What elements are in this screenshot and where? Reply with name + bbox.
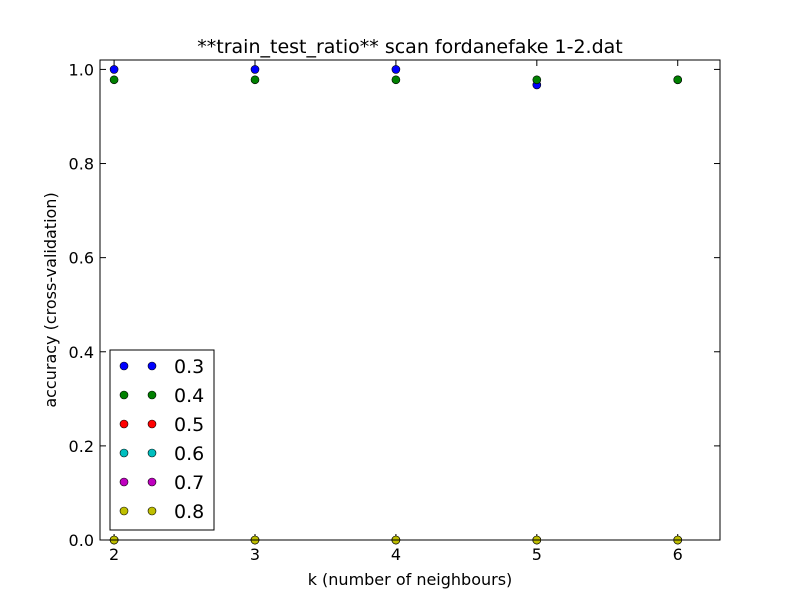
data-point-series-0.4	[250, 75, 260, 85]
legend-marker	[147, 477, 157, 487]
x-tick-label: 2	[109, 545, 119, 564]
data-point-series-0.4	[532, 75, 542, 85]
y-tick-label: 0.0	[69, 531, 94, 550]
legend-marker	[119, 361, 129, 371]
data-point-series-0.3	[250, 65, 260, 74]
legend-marker	[119, 390, 129, 400]
legend-marker	[147, 390, 157, 400]
legend-box	[109, 349, 215, 531]
legend-label: 0.3	[174, 356, 204, 378]
plot-frame	[99, 59, 721, 541]
legend-marker	[147, 361, 157, 371]
legend-label: 0.4	[174, 385, 204, 407]
x-tick-label: 5	[532, 545, 542, 564]
legend-marker	[119, 448, 129, 458]
axis-ticks: 2 3 4 5 6 0.0 0.2 0.4 0.6 0.8 1.0	[69, 60, 720, 564]
legend-marker	[147, 419, 157, 429]
y-axis-label: accuracy (cross-validation)	[41, 192, 60, 407]
legend: 0.3 0.4 0.5 0.6 0.7 0.8	[109, 349, 215, 531]
legend-label: 0.8	[174, 501, 204, 523]
data-point-series-0.4	[391, 75, 401, 85]
legend-label: 0.7	[174, 472, 204, 494]
legend-marker	[119, 477, 129, 487]
legend-marker	[119, 506, 129, 516]
legend-label: 0.6	[174, 443, 204, 465]
x-tick-label: 4	[391, 545, 401, 564]
data-point-series-0.3	[109, 65, 119, 74]
data-point-series-0.4	[109, 75, 119, 85]
y-tick-label: 0.2	[69, 437, 94, 456]
x-tick-label: 3	[250, 545, 260, 564]
chart-title: **train_test_ratio** scan fordanefake 1-…	[197, 36, 622, 58]
y-tick-label: 0.4	[69, 343, 94, 362]
x-axis-label: k (number of neighbours)	[308, 570, 513, 589]
data-point-series-0.4	[673, 75, 683, 85]
x-tick-label: 6	[673, 545, 683, 564]
legend-marker	[147, 506, 157, 516]
y-tick-label: 0.8	[69, 155, 94, 174]
legend-marker	[147, 448, 157, 458]
y-tick-label: 1.0	[69, 60, 94, 79]
data-point-series-0.3	[391, 65, 401, 74]
legend-marker	[119, 419, 129, 429]
y-tick-label: 0.6	[69, 249, 94, 268]
legend-label: 0.5	[174, 414, 204, 436]
